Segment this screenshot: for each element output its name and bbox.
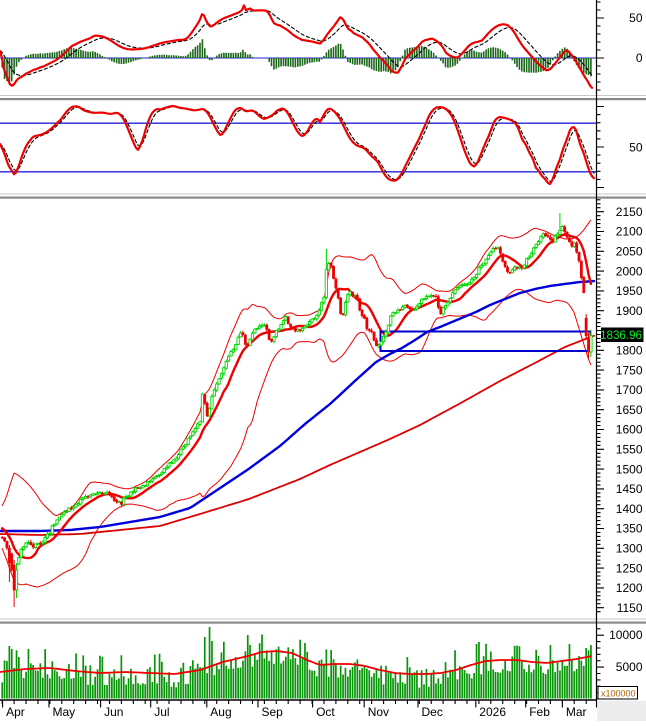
svg-text:50: 50 bbox=[629, 141, 643, 155]
svg-text:0: 0 bbox=[636, 51, 643, 65]
svg-text:1950: 1950 bbox=[616, 284, 643, 298]
svg-text:10000: 10000 bbox=[609, 628, 643, 642]
svg-text:1650: 1650 bbox=[616, 403, 643, 417]
svg-text:5000: 5000 bbox=[616, 660, 643, 674]
svg-text:2050: 2050 bbox=[616, 245, 643, 259]
svg-text:1900: 1900 bbox=[616, 304, 643, 318]
svg-text:Nov: Nov bbox=[368, 705, 389, 719]
svg-text:50: 50 bbox=[629, 11, 643, 25]
svg-text:Mar: Mar bbox=[566, 705, 587, 719]
svg-text:x100000: x100000 bbox=[601, 689, 636, 699]
svg-text:2026: 2026 bbox=[479, 705, 506, 719]
svg-text:1800: 1800 bbox=[616, 344, 643, 358]
svg-text:1500: 1500 bbox=[616, 462, 643, 476]
svg-text:1350: 1350 bbox=[616, 522, 643, 536]
svg-text:1550: 1550 bbox=[616, 443, 643, 457]
svg-text:1600: 1600 bbox=[616, 423, 643, 437]
svg-text:1200: 1200 bbox=[616, 581, 643, 595]
svg-text:2100: 2100 bbox=[616, 225, 643, 239]
svg-text:Aug: Aug bbox=[210, 705, 231, 719]
svg-text:1250: 1250 bbox=[616, 561, 643, 575]
svg-text:1400: 1400 bbox=[616, 502, 643, 516]
svg-text:Dec: Dec bbox=[422, 705, 443, 719]
svg-text:Feb: Feb bbox=[529, 705, 550, 719]
svg-text:1450: 1450 bbox=[616, 482, 643, 496]
svg-text:Oct: Oct bbox=[316, 705, 335, 719]
svg-text:Jul: Jul bbox=[154, 705, 169, 719]
svg-text:1750: 1750 bbox=[616, 363, 643, 377]
svg-text:2150: 2150 bbox=[616, 205, 643, 219]
svg-text:1836.96: 1836.96 bbox=[600, 329, 642, 342]
svg-text:Sep: Sep bbox=[262, 705, 284, 719]
svg-text:Jun: Jun bbox=[104, 705, 123, 719]
svg-text:1700: 1700 bbox=[616, 383, 643, 397]
svg-text:May: May bbox=[53, 705, 76, 719]
svg-text:2000: 2000 bbox=[616, 264, 643, 278]
svg-text:1150: 1150 bbox=[617, 601, 643, 615]
svg-text:Apr: Apr bbox=[6, 705, 25, 719]
svg-text:1300: 1300 bbox=[616, 542, 643, 556]
